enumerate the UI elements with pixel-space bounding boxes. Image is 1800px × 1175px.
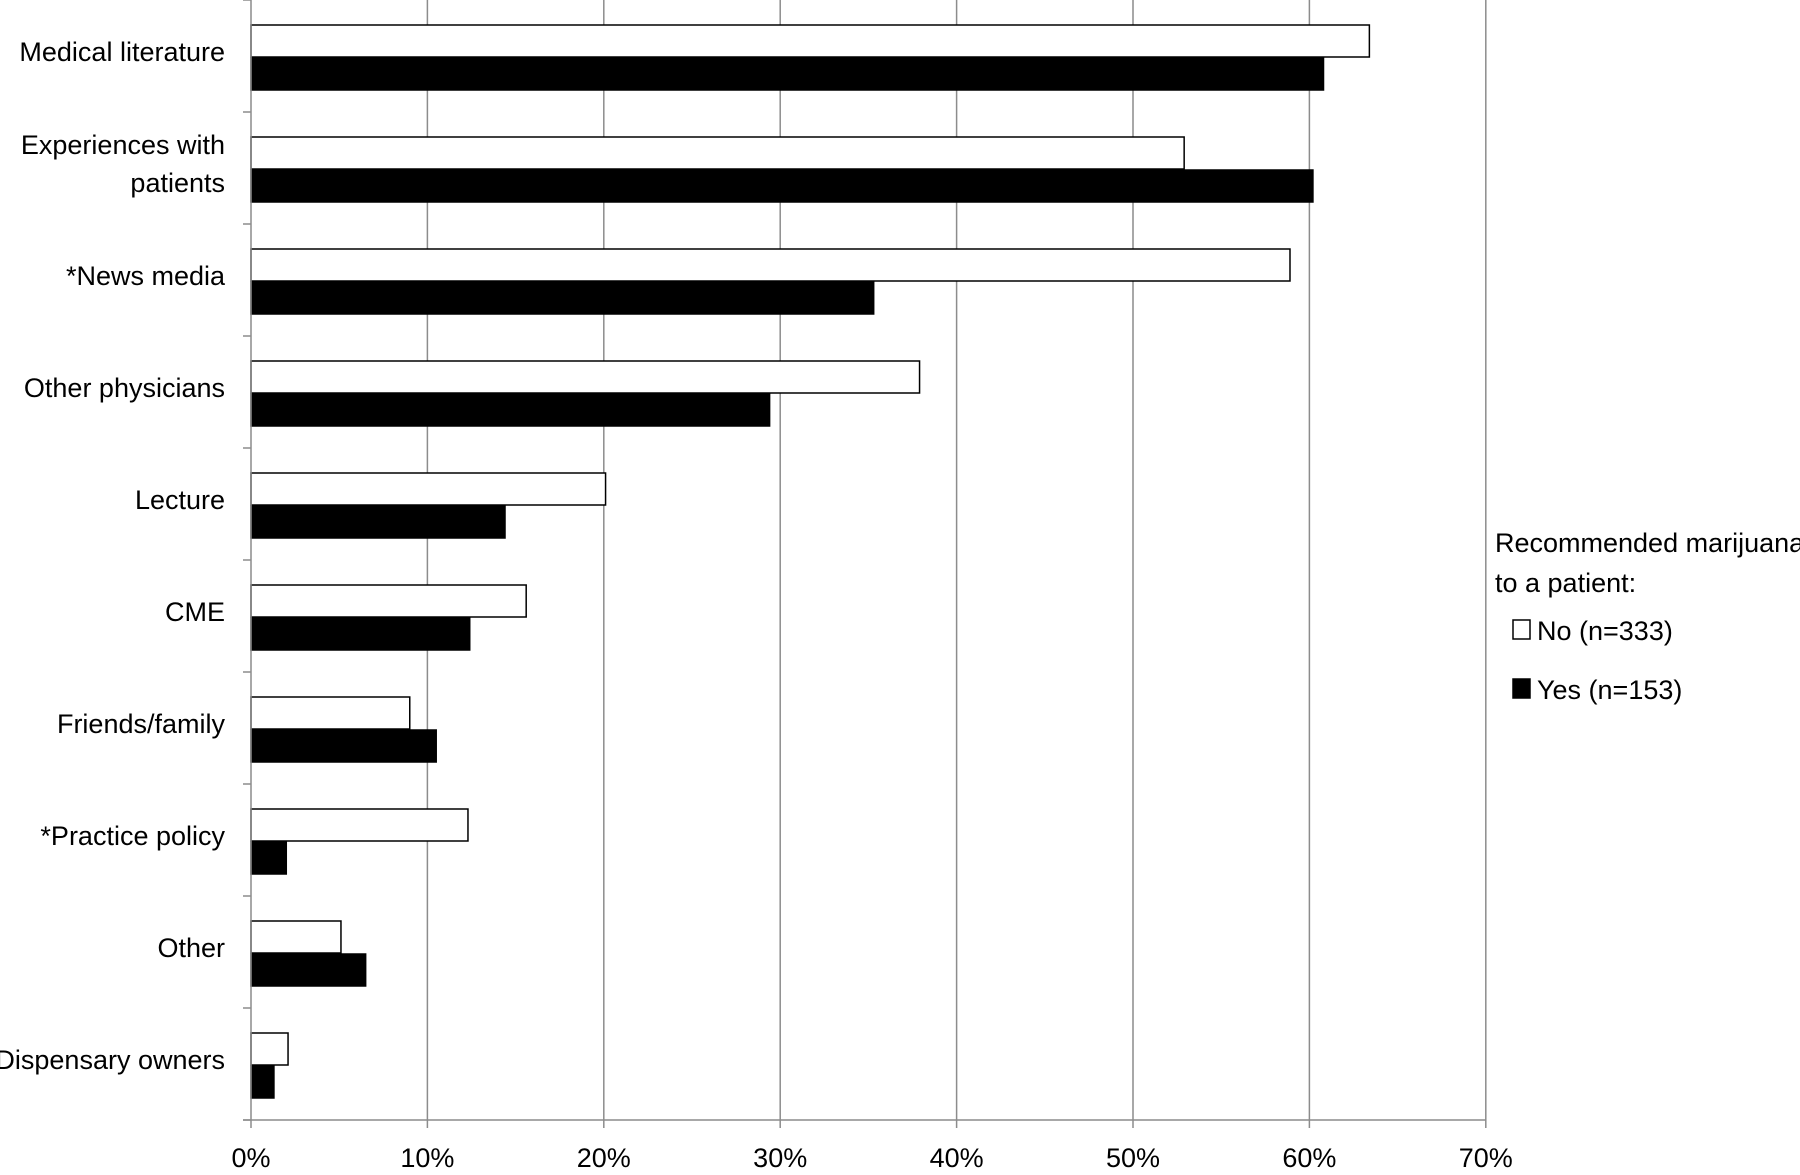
category-label: Other physicians <box>24 373 225 403</box>
bar-yes <box>250 393 771 427</box>
category-label: CME <box>165 597 225 627</box>
legend-title: Recommended marijuana <box>1495 528 1800 558</box>
category-label: *News media <box>66 261 226 291</box>
x-tick-label: 60% <box>1282 1143 1336 1173</box>
category-label: *Practice policy <box>40 821 225 851</box>
x-tick-labels: 0% 10% 20% 30% 40% 50% 60% 70% <box>231 1143 1512 1173</box>
bar-no <box>250 920 342 954</box>
bar-yes <box>250 617 471 651</box>
x-tick-label: 40% <box>930 1143 984 1173</box>
x-tick-label: 10% <box>400 1143 454 1173</box>
legend-swatch-yes <box>1512 678 1531 699</box>
bar-no <box>250 1032 289 1066</box>
axes <box>243 0 1487 1128</box>
bar-yes <box>250 841 288 875</box>
bar-no <box>250 584 527 618</box>
bar-no <box>250 248 1291 282</box>
category-label: Friends/family <box>57 709 226 739</box>
x-tick-label: 30% <box>753 1143 807 1173</box>
legend: Recommended marijuana to a patient: No (n=… <box>1495 528 1800 705</box>
bar-yes <box>250 1065 275 1099</box>
legend-label-no: No (n=333) <box>1537 616 1673 646</box>
legend-swatch-no <box>1512 619 1531 640</box>
bar-no <box>250 808 469 842</box>
bar-no <box>250 696 411 730</box>
x-tick-label: 50% <box>1106 1143 1160 1173</box>
bars <box>250 24 1371 1099</box>
bar-yes <box>250 505 506 539</box>
bar-no <box>250 136 1185 170</box>
bar-no <box>250 472 607 506</box>
category-label: Dispensary owners <box>0 1045 225 1075</box>
category-label: Medical literature <box>19 37 225 67</box>
category-label: Experiences with patients <box>21 130 225 198</box>
category-labels: Medical literature Experiences with patien… <box>0 37 226 1075</box>
legend-label-yes: Yes (n=153) <box>1537 675 1682 705</box>
bar-yes <box>250 281 875 315</box>
category-label: Lecture <box>135 485 225 515</box>
bar-no <box>250 24 1371 58</box>
bar-yes <box>250 57 1325 91</box>
bar-yes <box>250 169 1314 203</box>
category-label: Other <box>157 933 225 963</box>
bar-yes <box>250 953 367 987</box>
x-tick-label: 20% <box>577 1143 631 1173</box>
bar-no <box>250 360 921 394</box>
x-tick-label: 0% <box>231 1143 270 1173</box>
x-tick-label: 70% <box>1459 1143 1513 1173</box>
legend-title: to a patient: <box>1495 568 1636 598</box>
bar-yes <box>250 729 437 763</box>
